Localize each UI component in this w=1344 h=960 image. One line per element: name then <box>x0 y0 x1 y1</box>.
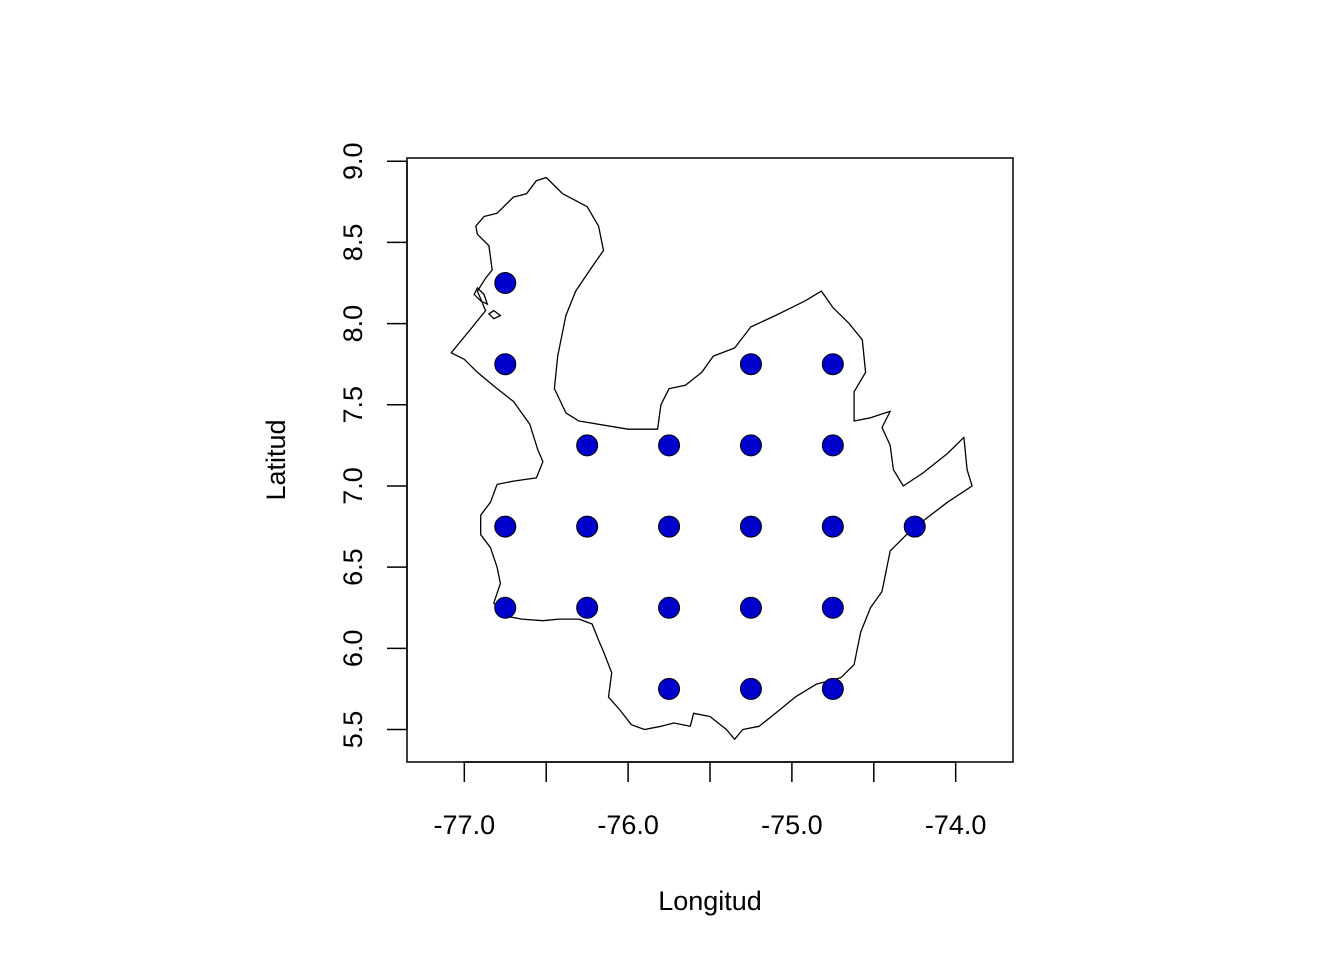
data-point-0 <box>494 272 517 295</box>
data-point-7 <box>821 434 844 457</box>
data-point-1 <box>494 353 517 376</box>
data-point-8 <box>494 515 517 538</box>
x-tick-label-2: -76.0 <box>597 810 659 840</box>
island-outline-0 <box>473 286 489 306</box>
data-point-15 <box>576 596 599 619</box>
data-point-21 <box>821 677 844 700</box>
data-point-14 <box>494 596 517 619</box>
y-tick-label-5: 8.0 <box>338 305 368 343</box>
data-point-17 <box>739 596 762 619</box>
data-point-13 <box>903 515 926 538</box>
y-tick-label-0: 5.5 <box>338 711 368 749</box>
y-tick-label-4: 7.5 <box>338 386 368 424</box>
y-axis-label: Latitud <box>261 419 291 500</box>
y-tick-label-7: 9.0 <box>338 142 368 180</box>
y-tick-label-1: 6.0 <box>338 630 368 668</box>
y-tick-label-2: 6.5 <box>338 548 368 586</box>
department-outline <box>450 176 973 740</box>
data-point-3 <box>821 353 844 376</box>
y-tick-label-6: 8.5 <box>338 224 368 262</box>
x-tick-label-0: -77.0 <box>434 810 496 840</box>
y-tick-label-3: 7.0 <box>338 467 368 505</box>
data-points <box>494 272 926 700</box>
x-tick-label-4: -75.0 <box>761 810 823 840</box>
data-point-9 <box>576 515 599 538</box>
x-axis-label: Longitud <box>658 886 762 916</box>
data-point-12 <box>821 515 844 538</box>
data-point-19 <box>658 677 681 700</box>
island-outline-1 <box>487 309 502 320</box>
data-point-4 <box>576 434 599 457</box>
data-point-2 <box>739 353 762 376</box>
data-point-20 <box>739 677 762 700</box>
data-point-11 <box>739 515 762 538</box>
data-point-5 <box>658 434 681 457</box>
map-boundary <box>450 176 973 740</box>
y-axis: 5.5 6.0 6.5 7.0 7.5 8.0 8.5 9.0 <box>338 142 408 749</box>
x-tick-label-6: -74.0 <box>925 810 987 840</box>
data-point-10 <box>658 515 681 538</box>
data-point-16 <box>658 596 681 619</box>
x-axis: -77.0 -76.0 -75.0 -74.0 <box>434 761 987 840</box>
data-point-6 <box>739 434 762 457</box>
data-point-18 <box>821 596 844 619</box>
plot-frame <box>406 157 1014 763</box>
